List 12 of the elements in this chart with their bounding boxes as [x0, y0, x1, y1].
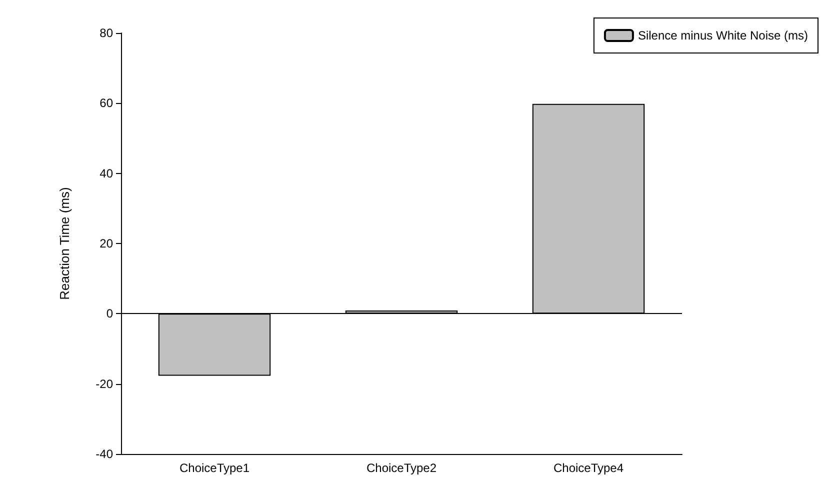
y-tick-label: 40: [100, 166, 114, 180]
y-tick-label: 60: [100, 96, 114, 110]
x-tick-label: ChoiceType1: [179, 461, 250, 475]
y-tick-label: -40: [96, 447, 114, 461]
y-tick-label: 80: [100, 26, 114, 40]
legend-label: Silence minus White Noise (ms): [638, 28, 808, 42]
x-tick-label: ChoiceType2: [366, 461, 437, 475]
y-axis-title: Reaction Time (ms): [57, 187, 72, 300]
y-tick-label: -20: [96, 376, 114, 391]
x-tick-label: ChoiceType4: [553, 461, 624, 475]
y-tick-label: 0: [106, 306, 114, 321]
y-tick-label: 20: [100, 236, 114, 250]
